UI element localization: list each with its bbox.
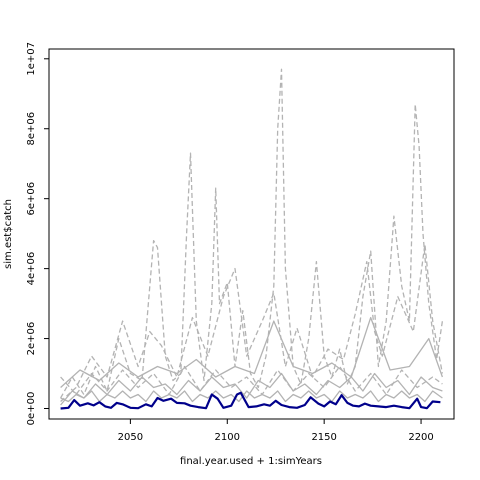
x-tick-label: 2200 bbox=[408, 432, 433, 443]
simulation-series-line-6 bbox=[60, 390, 443, 403]
simulation-lines bbox=[60, 68, 444, 406]
x-axis-title: final.year.used + 1:simYears bbox=[180, 456, 322, 467]
y-tick-label: 4e+06 bbox=[26, 252, 37, 286]
plot-frame bbox=[48, 48, 455, 420]
x-tick-label: 2050 bbox=[118, 432, 143, 443]
simulation-series-line-3 bbox=[60, 316, 444, 388]
y-tick-label: 8e+06 bbox=[26, 112, 37, 146]
estimate-series-line bbox=[60, 391, 441, 410]
y-tick-label: 2e+06 bbox=[26, 322, 37, 356]
estimate-line-layer bbox=[60, 391, 441, 410]
y-axis: 0e+00 2e+06 4e+06 6e+06 8e+06 1e+07 bbox=[26, 42, 50, 426]
y-tick-label: 6e+06 bbox=[26, 182, 37, 216]
y-axis-title: sim.est$catch bbox=[3, 199, 14, 269]
simulation-series-line-4 bbox=[60, 372, 443, 406]
y-tick-label: 0e+00 bbox=[26, 392, 37, 426]
simulation-series-line-1 bbox=[60, 68, 444, 399]
simulation-series-line-2 bbox=[60, 243, 444, 402]
y-tick-label: 1e+07 bbox=[26, 42, 37, 76]
simulation-series-line-5 bbox=[60, 365, 443, 396]
x-tick-label: 2150 bbox=[311, 432, 336, 443]
x-axis: 2050 2100 2150 2200 bbox=[118, 418, 434, 443]
x-tick-label: 2100 bbox=[215, 432, 240, 443]
